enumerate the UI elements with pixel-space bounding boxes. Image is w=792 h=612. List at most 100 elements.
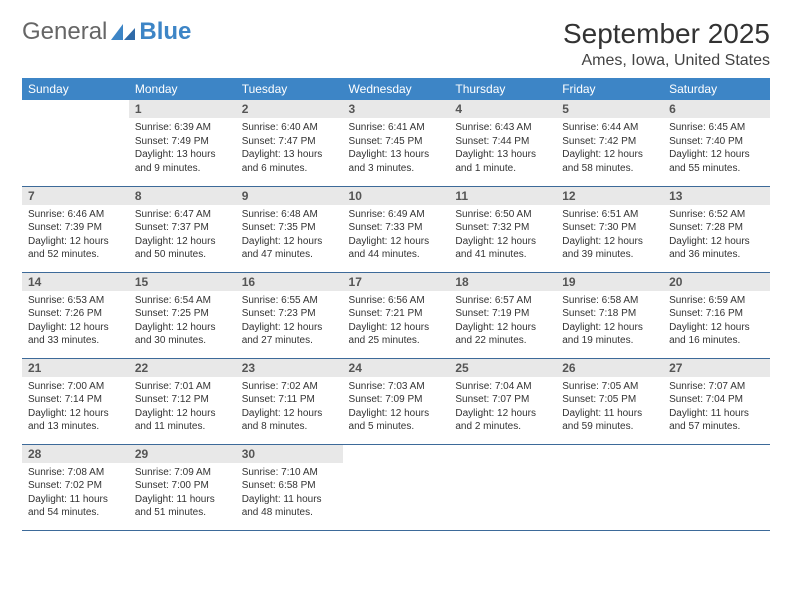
- day-number: 19: [556, 273, 663, 291]
- day-number: 21: [22, 359, 129, 377]
- brand-part2: Blue: [139, 18, 191, 46]
- sunrise-line: Sunrise: 6:59 AM: [669, 294, 764, 308]
- calendar-day-cell: 26Sunrise: 7:05 AMSunset: 7:05 PMDayligh…: [556, 358, 663, 444]
- sunset-line: Sunset: 7:12 PM: [135, 393, 230, 407]
- daylight-line: Daylight: 12 hours and 52 minutes.: [28, 235, 123, 262]
- sunset-line: Sunset: 7:16 PM: [669, 307, 764, 321]
- calendar-day-cell: 14Sunrise: 6:53 AMSunset: 7:26 PMDayligh…: [22, 272, 129, 358]
- sunrise-line: Sunrise: 6:41 AM: [349, 121, 444, 135]
- day-number: 23: [236, 359, 343, 377]
- sunrise-line: Sunrise: 6:49 AM: [349, 208, 444, 222]
- day-details: Sunrise: 7:02 AMSunset: 7:11 PMDaylight:…: [236, 377, 343, 438]
- day-details: Sunrise: 6:44 AMSunset: 7:42 PMDaylight:…: [556, 118, 663, 179]
- day-number: 24: [343, 359, 450, 377]
- sunset-line: Sunset: 7:37 PM: [135, 221, 230, 235]
- daylight-line: Daylight: 12 hours and 11 minutes.: [135, 407, 230, 434]
- daylight-line: Daylight: 11 hours and 51 minutes.: [135, 493, 230, 520]
- calendar-day-cell: 2Sunrise: 6:40 AMSunset: 7:47 PMDaylight…: [236, 100, 343, 186]
- calendar-day-cell: 19Sunrise: 6:58 AMSunset: 7:18 PMDayligh…: [556, 272, 663, 358]
- daylight-line: Daylight: 13 hours and 3 minutes.: [349, 148, 444, 175]
- calendar-day-cell: 3Sunrise: 6:41 AMSunset: 7:45 PMDaylight…: [343, 100, 450, 186]
- day-number: 26: [556, 359, 663, 377]
- day-number: 4: [449, 100, 556, 118]
- day-details: Sunrise: 7:07 AMSunset: 7:04 PMDaylight:…: [663, 377, 770, 438]
- sunrise-line: Sunrise: 6:58 AM: [562, 294, 657, 308]
- sunset-line: Sunset: 7:35 PM: [242, 221, 337, 235]
- calendar-day-cell: 20Sunrise: 6:59 AMSunset: 7:16 PMDayligh…: [663, 272, 770, 358]
- calendar-day-cell: [556, 444, 663, 530]
- daylight-line: Daylight: 12 hours and 47 minutes.: [242, 235, 337, 262]
- daylight-line: Daylight: 12 hours and 44 minutes.: [349, 235, 444, 262]
- daylight-line: Daylight: 12 hours and 22 minutes.: [455, 321, 550, 348]
- location-line: Ames, Iowa, United States: [563, 52, 770, 70]
- sunrise-line: Sunrise: 6:57 AM: [455, 294, 550, 308]
- day-number: 12: [556, 187, 663, 205]
- sunrise-line: Sunrise: 6:46 AM: [28, 208, 123, 222]
- sunrise-line: Sunrise: 7:00 AM: [28, 380, 123, 394]
- day-number: 8: [129, 187, 236, 205]
- day-number: 25: [449, 359, 556, 377]
- day-details: Sunrise: 6:53 AMSunset: 7:26 PMDaylight:…: [22, 291, 129, 352]
- calendar-day-cell: 23Sunrise: 7:02 AMSunset: 7:11 PMDayligh…: [236, 358, 343, 444]
- sunset-line: Sunset: 7:45 PM: [349, 135, 444, 149]
- daylight-line: Daylight: 11 hours and 57 minutes.: [669, 407, 764, 434]
- calendar-day-cell: 1Sunrise: 6:39 AMSunset: 7:49 PMDaylight…: [129, 100, 236, 186]
- sunrise-line: Sunrise: 6:48 AM: [242, 208, 337, 222]
- day-details: Sunrise: 7:03 AMSunset: 7:09 PMDaylight:…: [343, 377, 450, 438]
- sunset-line: Sunset: 7:25 PM: [135, 307, 230, 321]
- sunset-line: Sunset: 7:00 PM: [135, 479, 230, 493]
- daylight-line: Daylight: 12 hours and 39 minutes.: [562, 235, 657, 262]
- sunset-line: Sunset: 6:58 PM: [242, 479, 337, 493]
- daylight-line: Daylight: 12 hours and 30 minutes.: [135, 321, 230, 348]
- day-number: 5: [556, 100, 663, 118]
- daylight-line: Daylight: 12 hours and 2 minutes.: [455, 407, 550, 434]
- calendar-table: SundayMondayTuesdayWednesdayThursdayFrid…: [22, 78, 770, 531]
- calendar-day-cell: 21Sunrise: 7:00 AMSunset: 7:14 PMDayligh…: [22, 358, 129, 444]
- sunset-line: Sunset: 7:07 PM: [455, 393, 550, 407]
- daylight-line: Daylight: 13 hours and 6 minutes.: [242, 148, 337, 175]
- day-number: 18: [449, 273, 556, 291]
- sunset-line: Sunset: 7:18 PM: [562, 307, 657, 321]
- sunrise-line: Sunrise: 6:56 AM: [349, 294, 444, 308]
- sunset-line: Sunset: 7:42 PM: [562, 135, 657, 149]
- calendar-day-cell: 9Sunrise: 6:48 AMSunset: 7:35 PMDaylight…: [236, 186, 343, 272]
- daylight-line: Daylight: 12 hours and 58 minutes.: [562, 148, 657, 175]
- daylight-line: Daylight: 12 hours and 27 minutes.: [242, 321, 337, 348]
- day-number: 14: [22, 273, 129, 291]
- daylight-line: Daylight: 12 hours and 8 minutes.: [242, 407, 337, 434]
- calendar-day-cell: 13Sunrise: 6:52 AMSunset: 7:28 PMDayligh…: [663, 186, 770, 272]
- daylight-line: Daylight: 12 hours and 16 minutes.: [669, 321, 764, 348]
- sunrise-line: Sunrise: 6:44 AM: [562, 121, 657, 135]
- day-details: Sunrise: 6:51 AMSunset: 7:30 PMDaylight:…: [556, 205, 663, 266]
- calendar-week: 14Sunrise: 6:53 AMSunset: 7:26 PMDayligh…: [22, 272, 770, 358]
- sunset-line: Sunset: 7:21 PM: [349, 307, 444, 321]
- day-number: 7: [22, 187, 129, 205]
- sunset-line: Sunset: 7:49 PM: [135, 135, 230, 149]
- day-header: Friday: [556, 78, 663, 100]
- sunset-line: Sunset: 7:09 PM: [349, 393, 444, 407]
- sunset-line: Sunset: 7:23 PM: [242, 307, 337, 321]
- day-details: Sunrise: 6:46 AMSunset: 7:39 PMDaylight:…: [22, 205, 129, 266]
- calendar-week: 1Sunrise: 6:39 AMSunset: 7:49 PMDaylight…: [22, 100, 770, 186]
- sunset-line: Sunset: 7:05 PM: [562, 393, 657, 407]
- calendar-day-cell: 12Sunrise: 6:51 AMSunset: 7:30 PMDayligh…: [556, 186, 663, 272]
- calendar-day-cell: [22, 100, 129, 186]
- sunrise-line: Sunrise: 6:53 AM: [28, 294, 123, 308]
- daylight-line: Daylight: 13 hours and 1 minute.: [455, 148, 550, 175]
- calendar-body: 1Sunrise: 6:39 AMSunset: 7:49 PMDaylight…: [22, 100, 770, 530]
- title-block: September 2025 Ames, Iowa, United States: [563, 18, 770, 70]
- daylight-line: Daylight: 12 hours and 33 minutes.: [28, 321, 123, 348]
- sunset-line: Sunset: 7:39 PM: [28, 221, 123, 235]
- day-details: Sunrise: 6:43 AMSunset: 7:44 PMDaylight:…: [449, 118, 556, 179]
- calendar-day-cell: 15Sunrise: 6:54 AMSunset: 7:25 PMDayligh…: [129, 272, 236, 358]
- sunset-line: Sunset: 7:47 PM: [242, 135, 337, 149]
- day-number: 2: [236, 100, 343, 118]
- day-header: Wednesday: [343, 78, 450, 100]
- calendar-week: 28Sunrise: 7:08 AMSunset: 7:02 PMDayligh…: [22, 444, 770, 530]
- daylight-line: Daylight: 11 hours and 59 minutes.: [562, 407, 657, 434]
- calendar-day-cell: 27Sunrise: 7:07 AMSunset: 7:04 PMDayligh…: [663, 358, 770, 444]
- day-number: 16: [236, 273, 343, 291]
- day-details: Sunrise: 6:48 AMSunset: 7:35 PMDaylight:…: [236, 205, 343, 266]
- calendar-day-cell: 5Sunrise: 6:44 AMSunset: 7:42 PMDaylight…: [556, 100, 663, 186]
- day-details: Sunrise: 6:59 AMSunset: 7:16 PMDaylight:…: [663, 291, 770, 352]
